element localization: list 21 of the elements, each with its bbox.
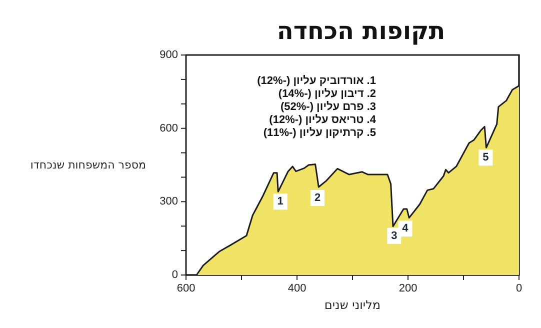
annotation: 5: [482, 152, 489, 164]
annotation: 3. פרם עליון (-52%): [279, 101, 376, 114]
y-tick-label: 900: [160, 49, 178, 61]
annotation: 2: [314, 192, 321, 204]
chart-title: תקופות הכחדה: [276, 17, 446, 45]
x-tick-label: 200: [398, 282, 418, 294]
y-axis-title: מספר המשפחות שנכחדו: [30, 158, 146, 172]
annotation: 3: [391, 230, 398, 242]
x-tick-label: 0: [516, 282, 522, 294]
annotation: 5. קרתיקון עליון (-11%): [262, 127, 376, 140]
annotation: 4. טריאס עליון (-12%): [268, 114, 376, 127]
x-tick-label: 400: [288, 282, 306, 294]
annotation: 2. דיבון עליון (-14%): [277, 88, 376, 101]
annotation: 1. אורדוביק עליון (-12%): [256, 75, 376, 88]
y-tick-label: 600: [160, 122, 178, 134]
annotation: 4: [402, 222, 410, 235]
annotation: 1: [277, 196, 284, 208]
y-tick-label: 0: [172, 269, 178, 281]
y-tick-label: 300: [160, 196, 178, 208]
x-axis-title: מליוני שנים: [324, 298, 381, 312]
x-tick-label: 600: [176, 282, 196, 294]
